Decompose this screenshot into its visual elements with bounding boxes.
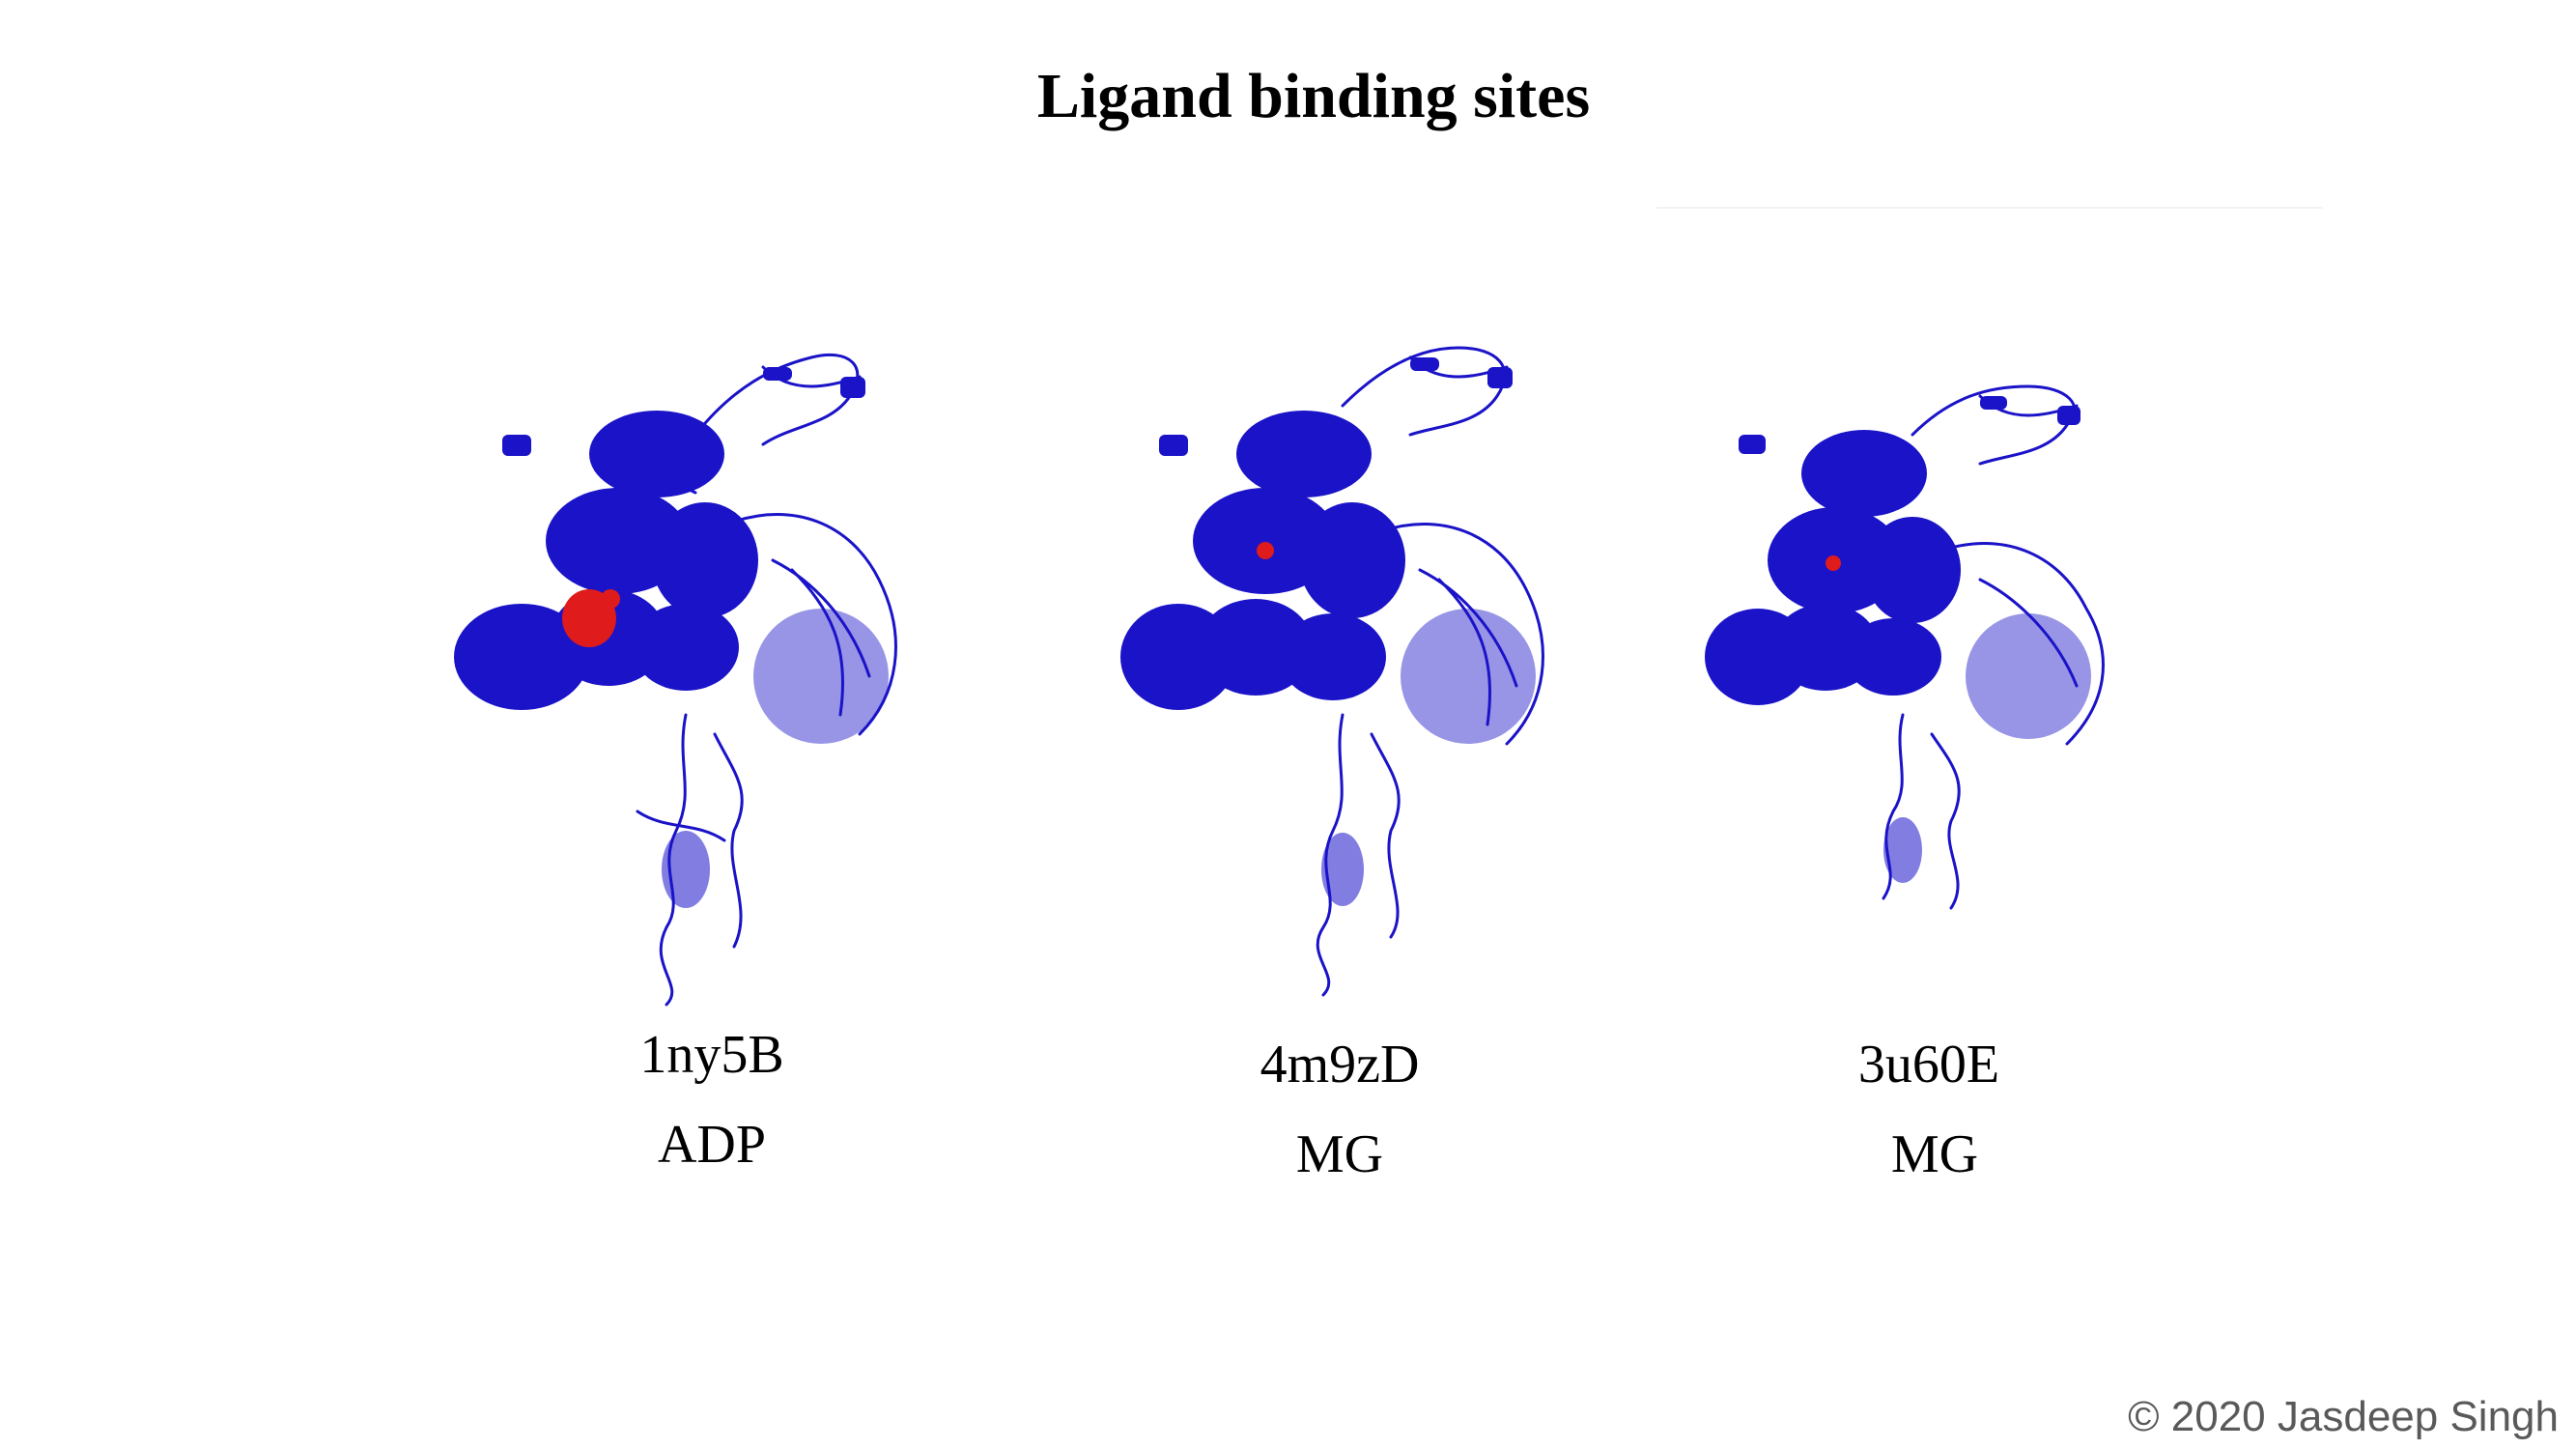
copyright-text: © 2020 Jasdeep Singh	[2128, 1393, 2559, 1440]
structure-panel-3u60E	[1690, 328, 2231, 1024]
page-title: Ligand binding sites	[1036, 61, 1591, 131]
protein-structure-image	[454, 353, 897, 1007]
structure-panel-4m9zD	[1111, 328, 1652, 1024]
pdb-id-label-3: 3u60E	[1857, 1035, 2000, 1094]
protein-structure-image	[1705, 384, 2105, 910]
ligand-label-1: ADP	[657, 1115, 767, 1175]
protein-structure-image	[1120, 346, 1544, 997]
divider	[1656, 207, 2323, 209]
ligand-label-3: MG	[1890, 1124, 1979, 1184]
ligand-label-2: MG	[1295, 1124, 1384, 1184]
pdb-id-label-1: 1ny5B	[639, 1025, 784, 1085]
pdb-id-label-2: 4m9zD	[1260, 1035, 1420, 1094]
structure-panel-1ny5B	[444, 328, 985, 1024]
